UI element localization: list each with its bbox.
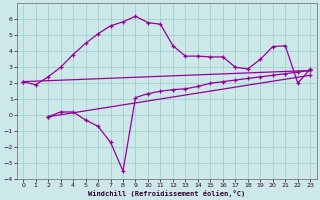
X-axis label: Windchill (Refroidissement éolien,°C): Windchill (Refroidissement éolien,°C) (88, 190, 245, 197)
